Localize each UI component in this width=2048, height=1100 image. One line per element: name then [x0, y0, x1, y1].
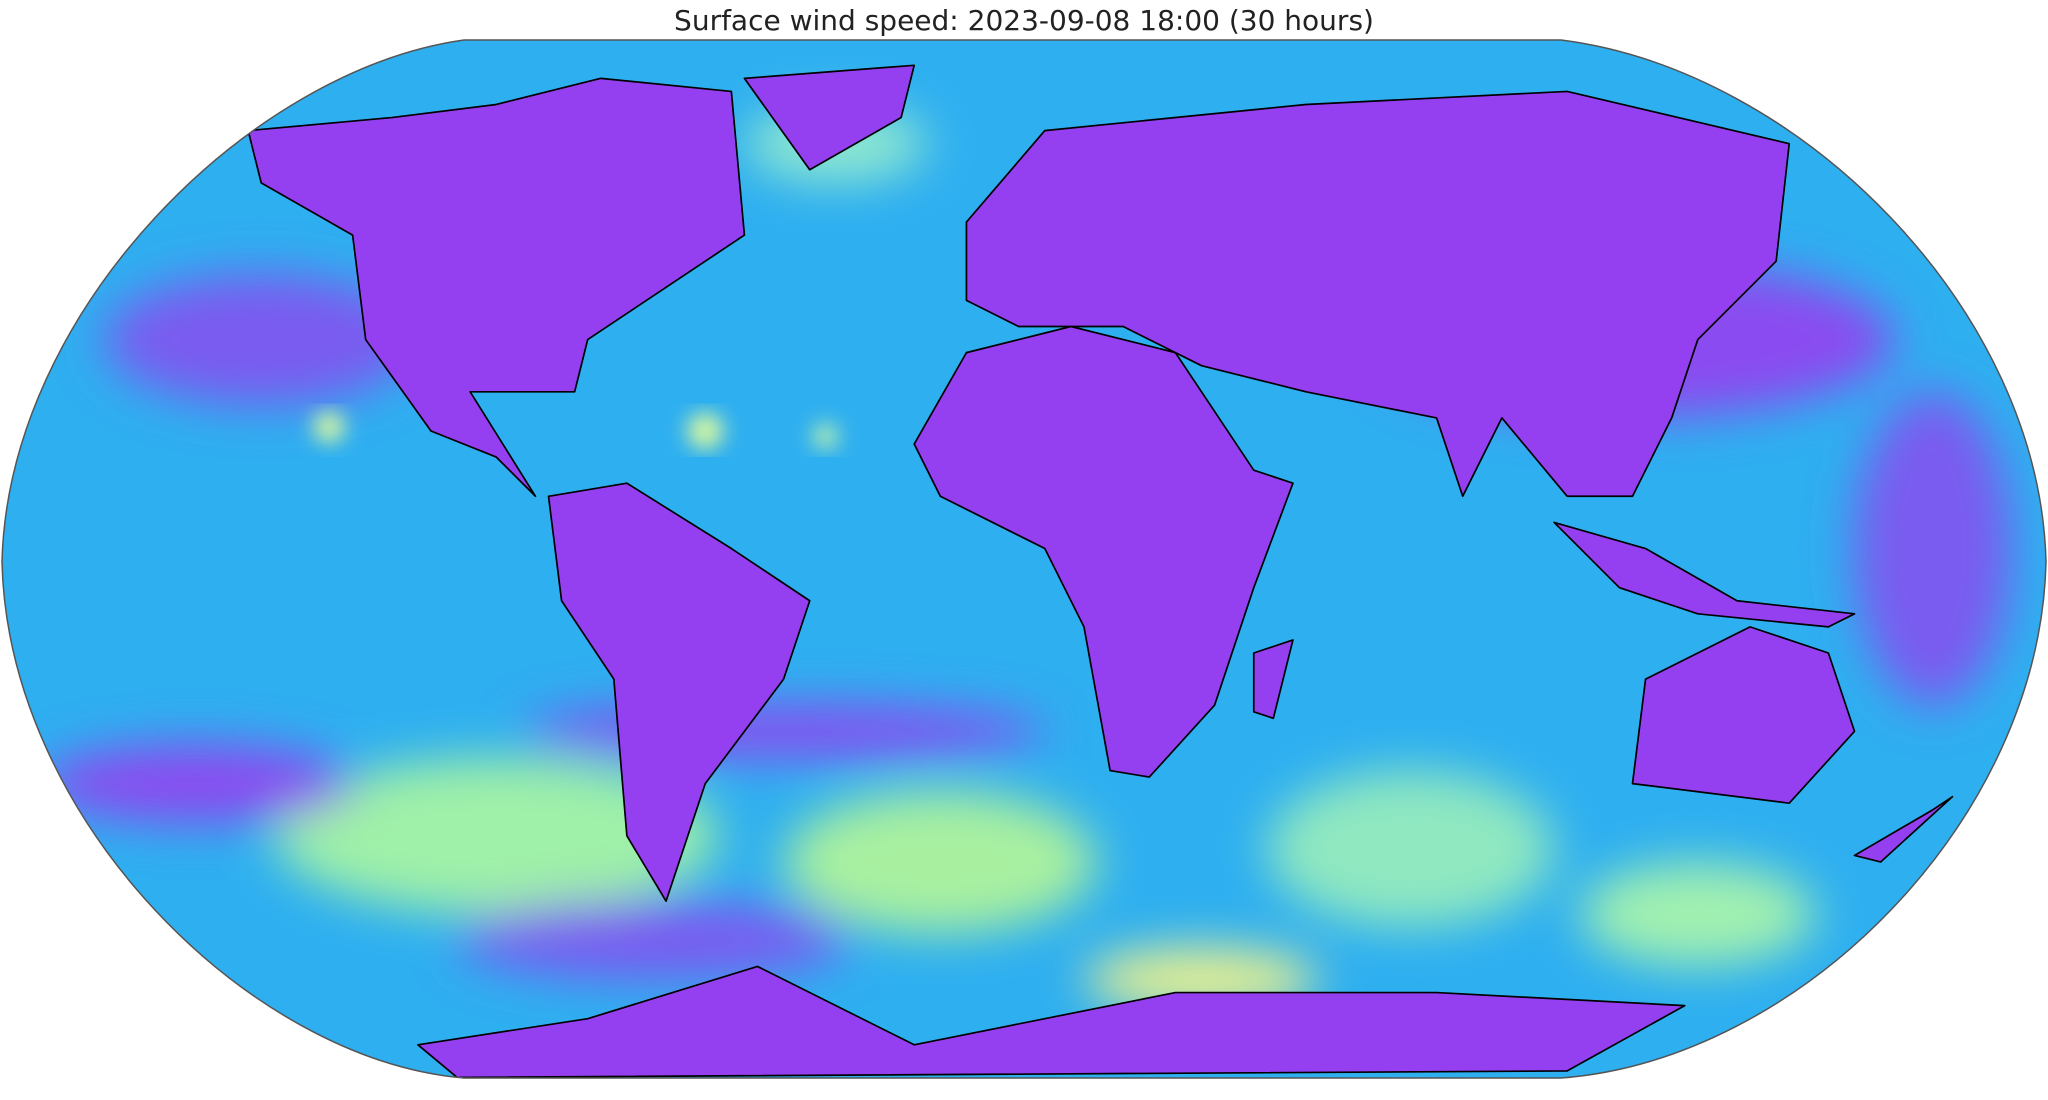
map-outline [1, 39, 2047, 1079]
continents [247, 64, 1954, 1078]
map-title: Surface wind speed: 2023-09-08 18:00 (30… [674, 4, 1374, 37]
